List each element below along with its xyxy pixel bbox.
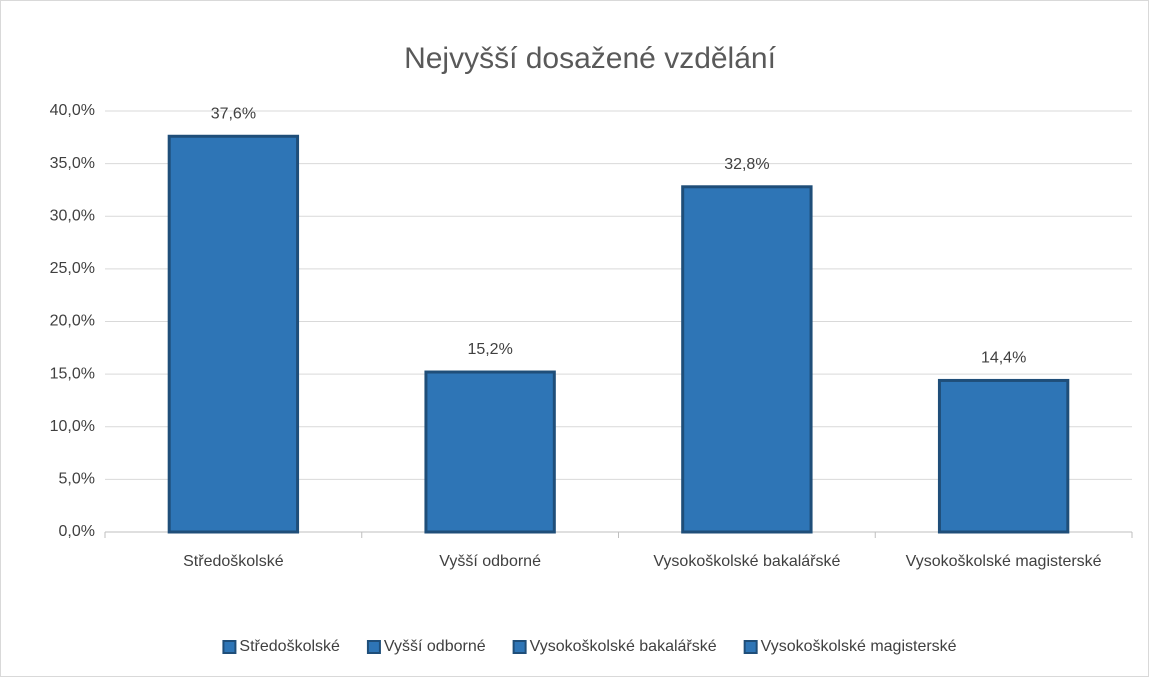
data-label: 15,2% xyxy=(467,341,512,358)
y-tick-label: 15,0% xyxy=(50,365,95,382)
legend-label: Vyšší odborné xyxy=(384,638,486,655)
x-tick-label: Vyšší odborné xyxy=(439,553,541,570)
legend-swatch xyxy=(222,640,237,654)
y-tick-label: 35,0% xyxy=(50,155,95,172)
x-tick-label: Středoškolské xyxy=(183,553,284,570)
y-tick-label: 40,0% xyxy=(50,102,95,119)
y-tick-label: 10,0% xyxy=(50,418,95,435)
data-label: 37,6% xyxy=(211,105,256,122)
legend-label: Středoškolské xyxy=(239,638,340,655)
y-tick-label: 20,0% xyxy=(50,313,95,330)
data-label: 14,4% xyxy=(981,350,1026,367)
y-tick-label: 30,0% xyxy=(50,207,95,224)
x-tick-label: Vysokoškolské bakalářské xyxy=(653,553,840,570)
data-label: 32,8% xyxy=(724,156,769,173)
legend-swatch xyxy=(366,640,381,654)
chart-title: Nejvyšší dosažené vzdělání xyxy=(404,42,777,75)
bar xyxy=(681,185,813,534)
x-tick-label: Vysokoškolské magisterské xyxy=(906,553,1102,570)
bar xyxy=(937,378,1070,534)
bar xyxy=(424,370,556,534)
y-tick-label: 5,0% xyxy=(59,471,95,488)
legend-swatch xyxy=(512,640,527,654)
bar xyxy=(167,134,300,534)
legend-swatch xyxy=(743,640,758,654)
legend-label: Vysokoškolské bakalářské xyxy=(530,638,717,655)
y-tick-label: 25,0% xyxy=(50,260,95,277)
legend-label: Vysokoškolské magisterské xyxy=(761,638,957,655)
y-tick-label: 0,0% xyxy=(59,523,95,540)
